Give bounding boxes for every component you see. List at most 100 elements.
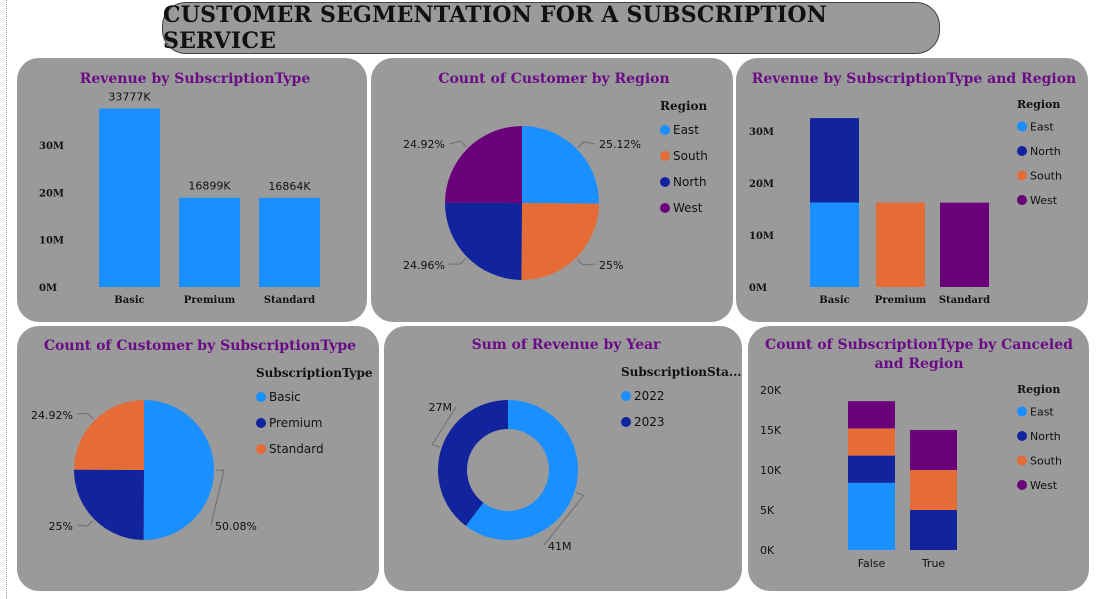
legend-marker-west <box>660 203 670 213</box>
legend-marker-west <box>1017 480 1027 490</box>
legend-item-north[interactable]: North <box>1030 430 1061 443</box>
y-tick-label: 0M <box>749 283 767 294</box>
pie-slice-2022[interactable] <box>465 400 578 540</box>
chart-svg: Count of Customer by SubscriptionType 50.… <box>31 338 373 540</box>
leader-line <box>448 140 467 148</box>
legend-marker-east <box>1017 121 1027 132</box>
pie-slice-west[interactable] <box>445 126 522 203</box>
pie-slice-south[interactable] <box>521 203 599 280</box>
legend-item-premium[interactable]: Premium <box>269 416 322 430</box>
legend-item-south[interactable]: South <box>1030 455 1062 468</box>
panel-customer-by-type[interactable]: Count of Customer by SubscriptionType 50.… <box>17 326 379 591</box>
legend-item-north[interactable]: North <box>1030 145 1061 158</box>
legend-item-east[interactable]: East <box>1030 406 1054 419</box>
legend-item-north[interactable]: North <box>673 175 707 189</box>
x-tick-label: False <box>858 557 886 570</box>
data-label-2023: 27M <box>429 401 453 414</box>
chart-svg: Sum of Revenue by Year 41M 27M Subscription… <box>429 337 742 553</box>
chart-title-line-2: and Region <box>874 356 963 372</box>
leader-line <box>76 412 94 420</box>
legend-marker-south <box>1017 455 1027 466</box>
data-label-north: 24.96% <box>403 259 445 272</box>
bar-true-south[interactable] <box>910 470 957 510</box>
legend-marker-west <box>1017 195 1027 205</box>
legend-marker-2022 <box>621 391 631 401</box>
y-tick-label: 10M <box>749 231 774 242</box>
legend-item-east[interactable]: East <box>673 123 699 137</box>
bar-false-east[interactable] <box>848 482 895 550</box>
legend-item-west[interactable]: West <box>1030 194 1058 207</box>
x-tick-label: Premium <box>184 295 236 306</box>
x-tick-label: True <box>921 557 946 570</box>
legend-marker-2023 <box>621 417 631 427</box>
bar-true-north[interactable] <box>910 510 957 550</box>
legend-marker-south <box>1017 170 1027 181</box>
y-tick-label: 5K <box>760 504 775 517</box>
legend-marker-east <box>660 125 670 135</box>
bar-false-west[interactable] <box>848 401 895 429</box>
bar-basic-north[interactable] <box>810 118 859 203</box>
legend-marker-premium <box>256 418 266 428</box>
y-tick-label: 10K <box>760 464 782 477</box>
pie-slice-premium[interactable] <box>74 469 144 540</box>
panel-customer-by-region[interactable]: Count of Customer by Region 25.12% 25% 24.9… <box>371 58 733 322</box>
y-tick-label: 15K <box>760 424 782 437</box>
leader-line <box>210 469 225 526</box>
legend-title: Region <box>660 99 708 113</box>
legend-title: Region <box>1017 98 1060 111</box>
bar-basic-east[interactable] <box>810 202 859 288</box>
x-tick-label: Standard <box>939 295 990 306</box>
legend-item-east[interactable]: East <box>1030 121 1054 134</box>
panel-revenue-by-type[interactable]: Revenue by SubscriptionType 30M 20M 10M 0M 33… <box>17 58 367 322</box>
bar-premium-south[interactable] <box>876 202 925 287</box>
y-tick-label: 30M <box>749 127 774 138</box>
panel-revenue-by-type-region[interactable]: Revenue by SubscriptionType and Region 30… <box>736 58 1088 322</box>
leader-line <box>431 406 457 448</box>
legend-item-south[interactable]: South <box>1030 170 1062 183</box>
bar-premium[interactable] <box>179 197 240 287</box>
data-label-2022: 41M <box>548 540 572 553</box>
y-tick-label: 0K <box>760 544 775 557</box>
chart-svg: Count of SubscriptionType by Canceled and… <box>760 337 1073 570</box>
legend-title: SubscriptionSta... <box>621 365 741 379</box>
pie-slice-2023[interactable] <box>438 400 508 526</box>
leader-line <box>577 258 596 266</box>
chart-title-line-1: Count of SubscriptionType by Canceled <box>765 337 1073 353</box>
bar-standard-west[interactable] <box>940 202 989 287</box>
data-label-basic: 50.08% <box>215 520 257 533</box>
legend-title: SubscriptionType <box>256 366 373 380</box>
left-dotted-edge <box>6 0 7 599</box>
pie-slice-basic[interactable] <box>143 400 214 540</box>
chart-title: Sum of Revenue by Year <box>472 337 661 353</box>
bar-true-west[interactable] <box>910 430 957 470</box>
x-tick-label: Basic <box>114 295 144 306</box>
x-tick-label: Standard <box>264 295 315 306</box>
pie-slice-standard[interactable] <box>74 400 144 470</box>
legend-item-standard[interactable]: Standard <box>269 442 324 456</box>
legend-item-2022[interactable]: 2022 <box>634 389 665 403</box>
y-tick-label: 20M <box>749 179 774 190</box>
bar-false-north[interactable] <box>848 455 895 483</box>
data-label: 16864K <box>268 180 311 193</box>
x-tick-label: Basic <box>819 295 849 306</box>
panel-revenue-by-year[interactable]: Sum of Revenue by Year 41M 27M Subscription… <box>384 326 742 591</box>
legend-item-west[interactable]: West <box>673 201 703 215</box>
pie-slice-east[interactable] <box>522 126 599 204</box>
bar-false-south[interactable] <box>848 428 895 456</box>
panel-type-by-canceled-region[interactable]: Count of SubscriptionType by Canceled and… <box>748 326 1089 591</box>
y-tick-label: 20K <box>760 384 782 397</box>
legend-marker-basic <box>256 392 266 402</box>
data-label-premium: 25% <box>49 520 73 533</box>
y-tick-label: 30M <box>39 141 64 152</box>
pie-slice-north[interactable] <box>445 202 522 280</box>
leader-line <box>577 141 596 148</box>
data-label: 33777K <box>108 90 151 103</box>
legend-item-2023[interactable]: 2023 <box>634 415 665 429</box>
legend-item-basic[interactable]: Basic <box>269 390 301 404</box>
bar-basic[interactable] <box>99 108 160 287</box>
chart-title: Revenue by SubscriptionType <box>80 71 311 87</box>
legend-item-west[interactable]: West <box>1030 479 1058 492</box>
chart-title: Revenue by SubscriptionType and Region <box>752 71 1076 87</box>
legend-item-south[interactable]: South <box>673 149 708 163</box>
bar-standard[interactable] <box>259 197 320 287</box>
